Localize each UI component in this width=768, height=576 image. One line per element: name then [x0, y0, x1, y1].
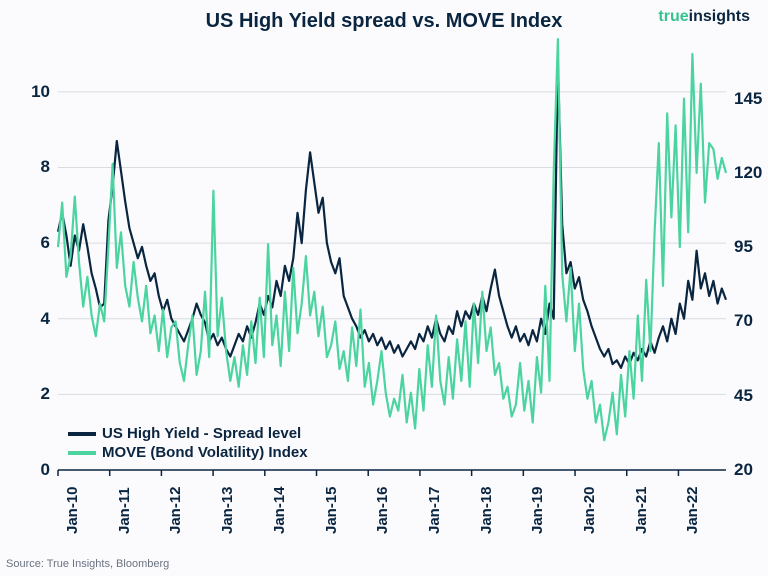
legend: US High Yield - Spread level MOVE (Bond V… [68, 423, 308, 461]
legend-item: US High Yield - Spread level [68, 425, 308, 442]
legend-label: US High Yield - Spread level [102, 425, 301, 442]
legend-label: MOVE (Bond Volatility) Index [102, 444, 308, 461]
legend-swatch [68, 451, 96, 455]
chart-container: US High Yield spread vs. MOVE Index true… [0, 0, 768, 576]
source-caption: Source: True Insights, Bloomberg [6, 558, 169, 570]
legend-swatch [68, 432, 96, 436]
legend-item: MOVE (Bond Volatility) Index [68, 444, 308, 461]
